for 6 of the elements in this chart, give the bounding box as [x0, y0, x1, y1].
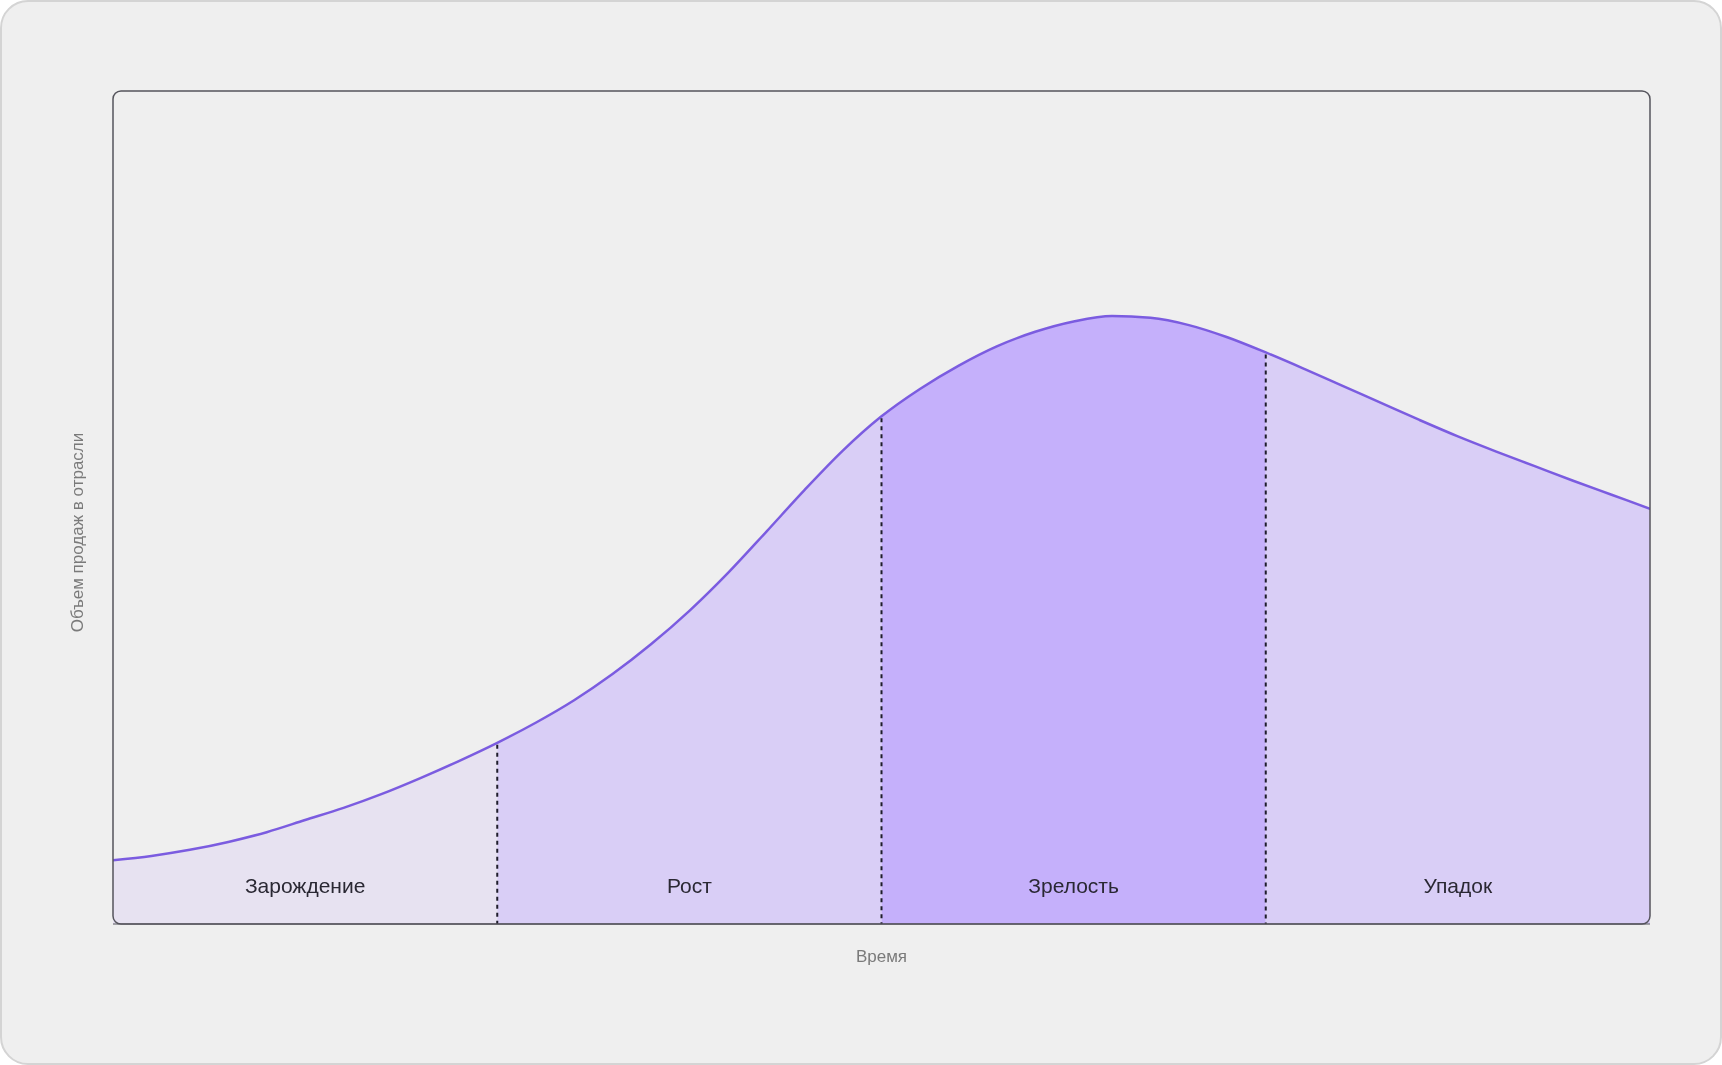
x-axis-title: Время	[855, 947, 908, 966]
series-label: Зарождение	[244, 874, 366, 897]
series-label: Упадок	[1423, 874, 1493, 897]
series-label: Рост	[666, 874, 713, 897]
series-label: Зрелость	[1028, 874, 1119, 897]
y-axis-title: Объем продаж в отрасли	[68, 432, 87, 633]
